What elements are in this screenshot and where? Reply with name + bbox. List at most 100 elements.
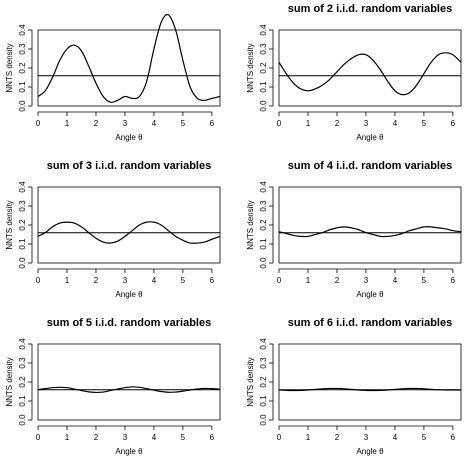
y-tick-label: 0.1 <box>18 395 27 407</box>
y-tick-label: 0.3 <box>259 43 268 55</box>
x-tick-label: 4 <box>393 433 398 442</box>
panel-title: sum of 2 i.i.d. random variables <box>288 3 452 15</box>
y-tick-label: 0.0 <box>18 100 27 112</box>
x-tick-label: 4 <box>152 119 157 128</box>
y-tick-label: 0.4 <box>259 24 268 36</box>
x-tick-label: 5 <box>181 433 186 442</box>
x-tick-label: 5 <box>422 119 427 128</box>
plot-frame <box>37 29 221 107</box>
y-tick-label: 0.0 <box>18 257 27 269</box>
x-tick-label: 3 <box>123 119 128 128</box>
x-tick-label: 0 <box>36 119 41 128</box>
x-tick-label: 1 <box>65 433 70 442</box>
y-tick-label: 0.1 <box>259 395 268 407</box>
panel-4: sum of 4 i.i.d. random variables 0 1 2 3 4 5 6 A… <box>246 160 462 299</box>
x-axis-label: Angle θ <box>356 447 384 456</box>
x-axis-label: Angle θ <box>115 290 143 299</box>
plot-frame <box>37 186 221 264</box>
density-curve <box>37 386 221 394</box>
x-tick-label: 0 <box>277 433 282 442</box>
x-axis-label: Angle θ <box>115 133 143 142</box>
plot-frame <box>278 29 462 107</box>
x-tick-label: 3 <box>364 433 369 442</box>
x-tick-label: 6 <box>451 433 456 442</box>
x-tick-label: 0 <box>36 276 41 285</box>
y-tick-label: 0.2 <box>18 219 27 231</box>
x-axis-label: Angle θ <box>356 290 384 299</box>
x-tick-label: 3 <box>123 433 128 442</box>
panel-title: sum of 4 i.i.d. random variables <box>288 160 452 172</box>
y-tick-label: 0.4 <box>18 24 27 36</box>
x-tick-label: 1 <box>306 119 311 128</box>
y-axis-label: NNTS density <box>5 357 14 406</box>
y-tick-label: 0.4 <box>259 181 268 193</box>
plot-frame <box>278 343 462 421</box>
panel-3: sum of 3 i.i.d. random variables 0 1 2 3 4 5 6 A… <box>5 160 221 299</box>
x-axis-label: Angle θ <box>356 133 384 142</box>
y-tick-label: 0.0 <box>259 257 268 269</box>
y-tick-label: 0.4 <box>18 181 27 193</box>
panel-5: sum of 5 i.i.d. random variables 0 1 2 3 4 5 6 A… <box>5 317 221 456</box>
y-tick-label: 0.3 <box>18 357 27 369</box>
density-curve <box>278 226 462 238</box>
y-tick-label: 0.0 <box>259 414 268 426</box>
y-tick-label: 0.2 <box>259 62 268 74</box>
x-tick-label: 6 <box>210 119 215 128</box>
x-tick-label: 1 <box>306 433 311 442</box>
x-tick-label: 0 <box>36 433 41 442</box>
y-tick-label: 0.2 <box>259 376 268 388</box>
x-tick-label: 0 <box>277 276 282 285</box>
panel-6: sum of 6 i.i.d. random variables 0 1 2 3 4 5 6 A… <box>246 317 462 456</box>
y-axis-label: NNTS density <box>246 357 255 406</box>
x-axis-label: Angle θ <box>115 447 143 456</box>
x-tick-label: 3 <box>123 276 128 285</box>
x-tick-label: 5 <box>422 433 427 442</box>
x-tick-label: 6 <box>451 119 456 128</box>
x-tick-label: 4 <box>152 276 157 285</box>
y-tick-label: 0.1 <box>18 238 27 250</box>
x-tick-label: 4 <box>393 119 398 128</box>
plot-frame <box>278 186 462 264</box>
y-axis-label: NNTS density <box>5 43 14 92</box>
x-tick-label: 5 <box>181 276 186 285</box>
y-tick-label: 0.2 <box>18 376 27 388</box>
x-tick-label: 1 <box>65 276 70 285</box>
x-tick-label: 2 <box>335 433 340 442</box>
panel-1: 0 1 2 3 4 5 6 Angle θ 0.0 0.1 0.2 0.3 0.4 NNTS densit… <box>5 13 221 142</box>
x-tick-label: 2 <box>335 276 340 285</box>
panel-title: sum of 6 i.i.d. random variables <box>288 317 452 329</box>
y-tick-label: 0.3 <box>259 200 268 212</box>
y-tick-label: 0.4 <box>259 338 268 350</box>
y-tick-label: 0.0 <box>259 100 268 112</box>
x-tick-label: 2 <box>94 276 99 285</box>
x-tick-label: 6 <box>451 276 456 285</box>
y-tick-label: 0.1 <box>259 81 268 93</box>
density-curve <box>278 52 462 96</box>
x-tick-label: 5 <box>422 276 427 285</box>
x-tick-label: 2 <box>94 433 99 442</box>
x-tick-label: 6 <box>210 276 215 285</box>
y-tick-label: 0.2 <box>18 62 27 74</box>
y-tick-label: 0.3 <box>18 200 27 212</box>
y-tick-label: 0.1 <box>18 81 27 93</box>
x-tick-label: 4 <box>393 276 398 285</box>
y-tick-label: 0.2 <box>259 219 268 231</box>
x-tick-label: 2 <box>335 119 340 128</box>
panel-title: sum of 3 i.i.d. random variables <box>47 160 211 172</box>
x-tick-label: 1 <box>306 276 311 285</box>
y-axis-label: NNTS density <box>5 200 14 249</box>
x-tick-label: 3 <box>364 276 369 285</box>
density-curve <box>37 13 221 103</box>
y-tick-label: 0.3 <box>18 43 27 55</box>
y-tick-label: 0.0 <box>18 414 27 426</box>
panel-title: sum of 5 i.i.d. random variables <box>47 317 211 329</box>
panel-2: sum of 2 i.i.d. random variables 0 1 2 3 4 5 6 A… <box>246 3 462 142</box>
y-tick-label: 0.1 <box>259 238 268 250</box>
y-axis-label: NNTS density <box>246 200 255 249</box>
plot-frame <box>37 343 221 421</box>
x-tick-label: 2 <box>94 119 99 128</box>
y-tick-label: 0.4 <box>18 338 27 350</box>
y-axis-label: NNTS density <box>246 43 255 92</box>
x-tick-label: 1 <box>65 119 70 128</box>
